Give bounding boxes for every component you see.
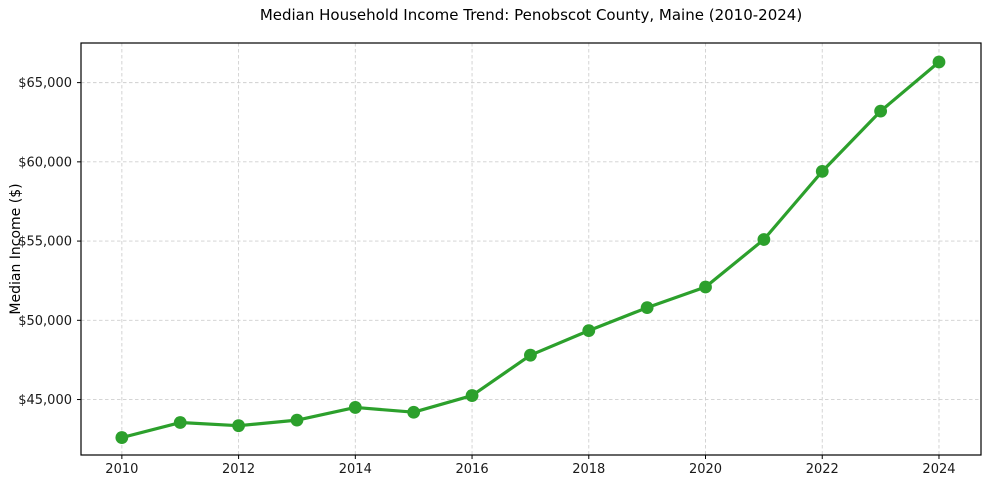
data-point-2014 bbox=[348, 401, 362, 414]
data-point-2022 bbox=[815, 164, 829, 178]
data-point-2012 bbox=[232, 419, 245, 433]
data-point-2021 bbox=[757, 233, 771, 246]
data-point-2019 bbox=[640, 301, 654, 315]
data-point-2015 bbox=[407, 405, 421, 419]
data-point-2016 bbox=[465, 389, 479, 402]
y-tick-label: $45,000 bbox=[18, 393, 72, 408]
y-tick-label: $50,000 bbox=[18, 314, 72, 329]
x-tick-label: 2022 bbox=[806, 462, 839, 477]
data-point-2013 bbox=[290, 413, 304, 427]
x-tick-label: 2010 bbox=[105, 462, 138, 477]
trend-line bbox=[120, 60, 941, 440]
x-tick-label: 2016 bbox=[456, 462, 489, 477]
data-point-2018 bbox=[582, 324, 596, 338]
x-tick-label: 2018 bbox=[572, 462, 605, 477]
plot-border bbox=[80, 42, 982, 456]
data-point-2011 bbox=[173, 416, 187, 429]
x-tick-label: 2024 bbox=[922, 462, 955, 477]
data-point-2017 bbox=[524, 348, 537, 362]
data-point-2010 bbox=[115, 431, 129, 444]
x-tick-label: 2012 bbox=[222, 462, 255, 477]
data-point-2024 bbox=[932, 55, 946, 69]
data-point-2020 bbox=[699, 280, 712, 294]
y-tick-label: $55,000 bbox=[18, 235, 72, 250]
y-tick-label: $60,000 bbox=[18, 155, 72, 170]
x-tick-label: 2014 bbox=[339, 462, 372, 477]
y-tick-label: $65,000 bbox=[18, 76, 72, 91]
chart-title: Median Household Income Trend: Penobscot… bbox=[259, 6, 803, 24]
x-tick-label: 2020 bbox=[689, 462, 722, 477]
data-point-2023 bbox=[874, 104, 888, 118]
